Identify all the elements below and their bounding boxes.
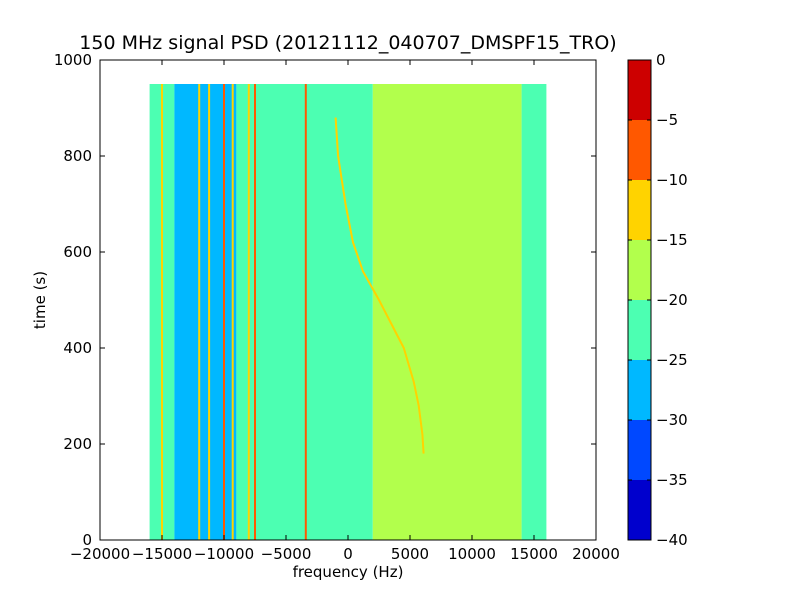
x-tick-label: 5000 <box>391 545 429 563</box>
x-tick-label: 0 <box>343 545 353 563</box>
colorbar-segment <box>628 120 651 180</box>
x-axis-label: frequency (Hz) <box>293 563 404 581</box>
colorbar-tick-label: 0 <box>656 51 666 69</box>
colorbar-segment <box>628 480 651 540</box>
series-layer <box>161 84 425 540</box>
y-tick-label: 0 <box>82 531 92 549</box>
colorbar-tick-label: −35 <box>656 471 688 489</box>
x-tick-label: −20000 <box>70 545 130 563</box>
heatmap-band <box>521 84 547 540</box>
x-tick-label: −5000 <box>261 545 312 563</box>
x-tick-label: −15000 <box>132 545 192 563</box>
colorbar-tick-label: −10 <box>656 171 688 189</box>
y-axis-label: time (s) <box>31 271 49 329</box>
heatmap-band <box>372 84 522 540</box>
y-tick-label: 400 <box>63 339 92 357</box>
x-tick-label: −10000 <box>194 545 254 563</box>
colorbar: −40 −35 −30 −25 −20 −15 −10 −5 0 <box>627 51 688 549</box>
heatmap-band <box>174 84 237 540</box>
colorbar-segment <box>628 240 651 300</box>
colorbar-segment <box>628 300 651 360</box>
colorbar-segment <box>628 420 651 480</box>
colorbar-segment <box>628 180 651 240</box>
y-tick-label: 800 <box>63 147 92 165</box>
colorbar-tick-label: −30 <box>656 411 688 429</box>
colorbar-tick-label: −5 <box>656 111 678 129</box>
chart-title: 150 MHz signal PSD (20121112_040707_DMSP… <box>79 32 616 54</box>
colorbar-tick-label: −25 <box>656 351 688 369</box>
y-axis-ticks: 0 200 400 600 800 1000 <box>54 51 596 549</box>
x-tick-label: 15000 <box>510 545 558 563</box>
x-axis-ticks: −20000 −15000 −10000 −5000 0 5000 10000 15000 20… <box>70 60 620 563</box>
colorbar-segment <box>628 60 651 120</box>
colorbar-tick-label: −40 <box>656 531 688 549</box>
signal-trace <box>334 117 425 454</box>
y-tick-label: 1000 <box>54 51 92 69</box>
colorbar-tick-label: −20 <box>656 291 688 309</box>
y-tick-label: 600 <box>63 243 92 261</box>
colorbar-tick-label: −15 <box>656 231 688 249</box>
x-tick-label: 20000 <box>572 545 620 563</box>
heatmap-band <box>236 84 373 540</box>
x-tick-label: 10000 <box>448 545 496 563</box>
colorbar-segment <box>628 360 651 420</box>
y-tick-label: 200 <box>63 435 92 453</box>
heatmap-layer <box>149 84 547 540</box>
